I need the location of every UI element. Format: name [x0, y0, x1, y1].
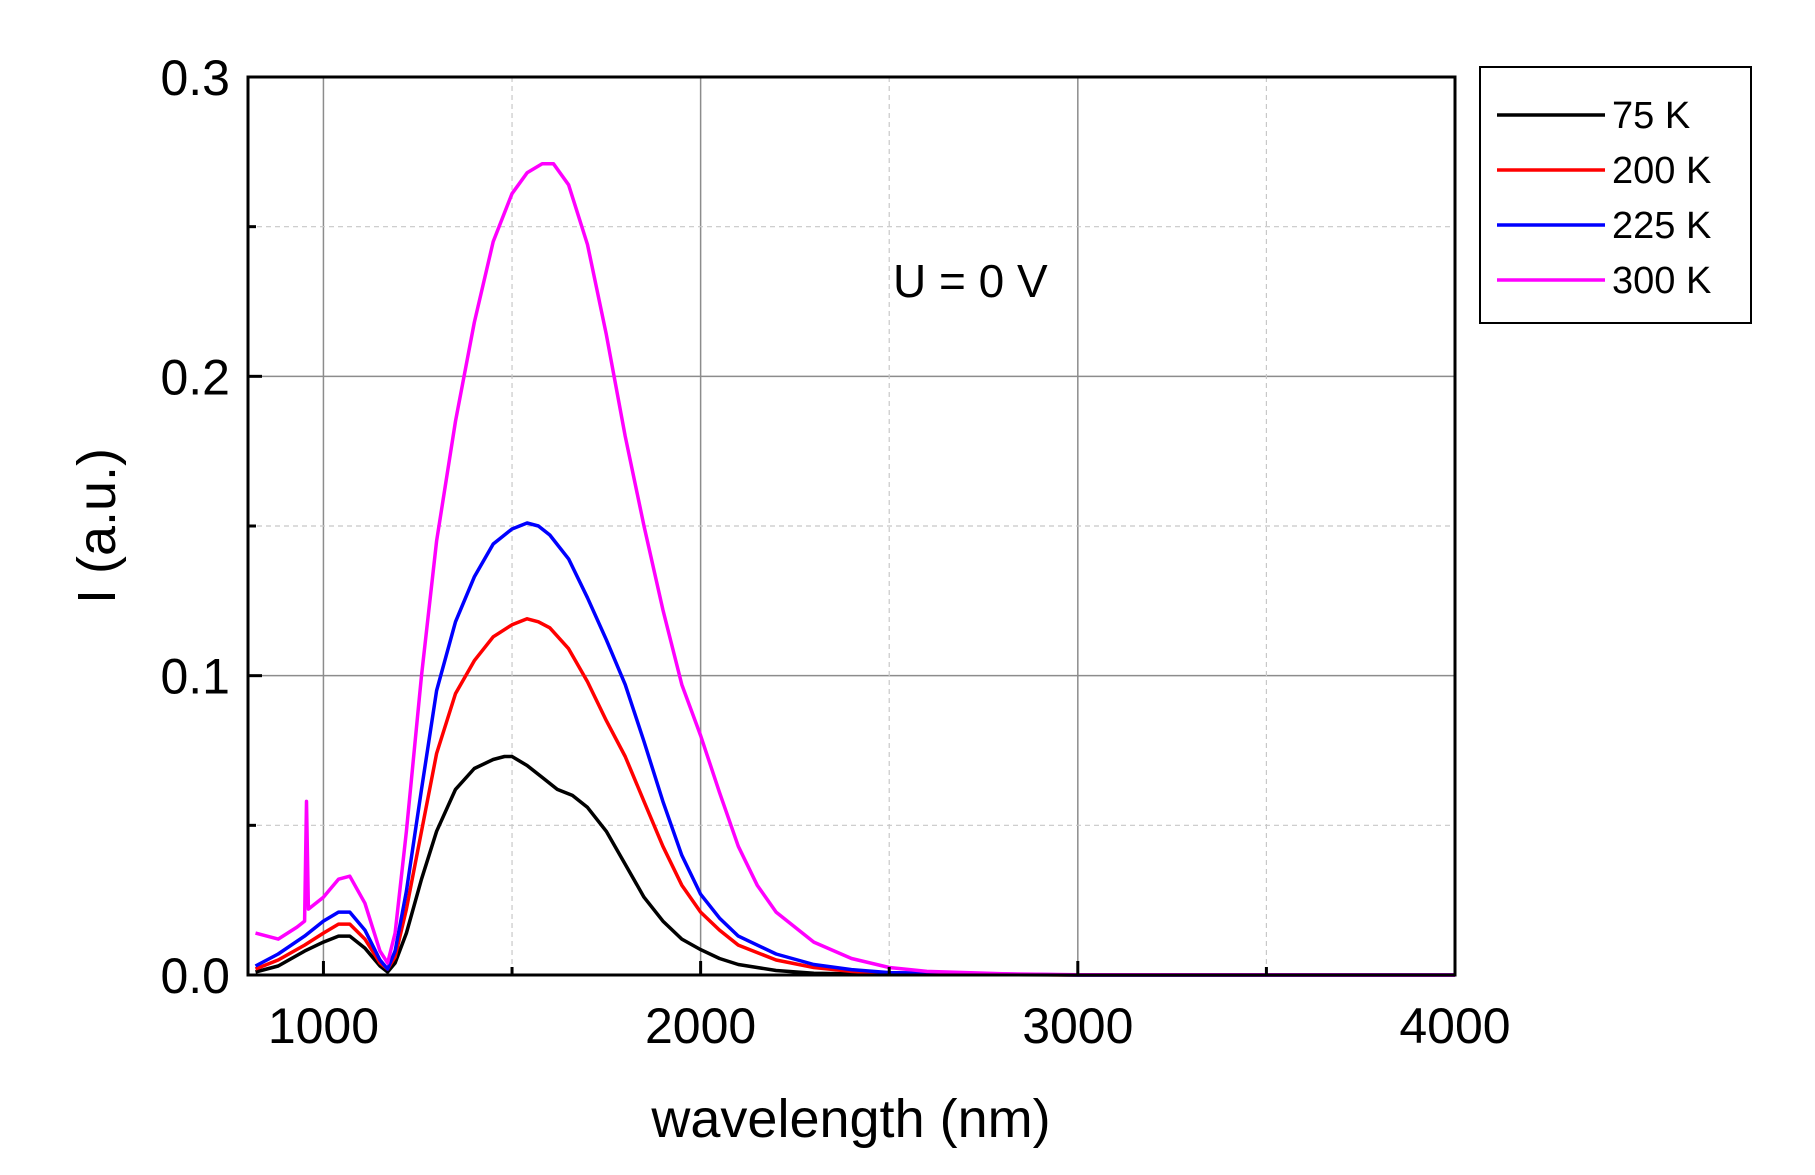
x-tick-label: 3000 [1022, 998, 1133, 1054]
legend-label: 225 K [1612, 205, 1711, 247]
y-tick-label: 0.3 [160, 50, 230, 106]
y-tick-label: 0.2 [160, 349, 230, 405]
legend-label: 300 K [1612, 260, 1711, 302]
voltage-annotation: U = 0 V [893, 255, 1048, 307]
legend: 75 K 200 K 225 K 300 K [1479, 66, 1752, 324]
x-axis-title: wavelength (nm) [650, 1089, 1050, 1149]
x-tick-label: 4000 [1399, 998, 1510, 1054]
x-tick-label: 2000 [645, 998, 756, 1054]
x-tick-label: 1000 [268, 998, 379, 1054]
series-line-200-k [254, 617, 1455, 977]
series-line-225-k [254, 521, 1455, 977]
y-axis-title: I (a.u.) [67, 448, 127, 604]
series-lines [254, 162, 1456, 977]
legend-label: 200 K [1612, 150, 1711, 192]
series-line-75-k [255, 754, 1455, 977]
legend-label: 75 K [1612, 95, 1690, 137]
y-tick-label: 0.1 [160, 649, 230, 705]
axis-ticks [248, 75, 1457, 977]
tick-labels: 1000 2000 3000 4000 0.0 0.1 0.2 0.3 [160, 50, 1510, 1054]
grid [248, 77, 1455, 975]
series-line-300-k [255, 162, 1456, 977]
y-tick-label: 0.0 [160, 948, 230, 1004]
